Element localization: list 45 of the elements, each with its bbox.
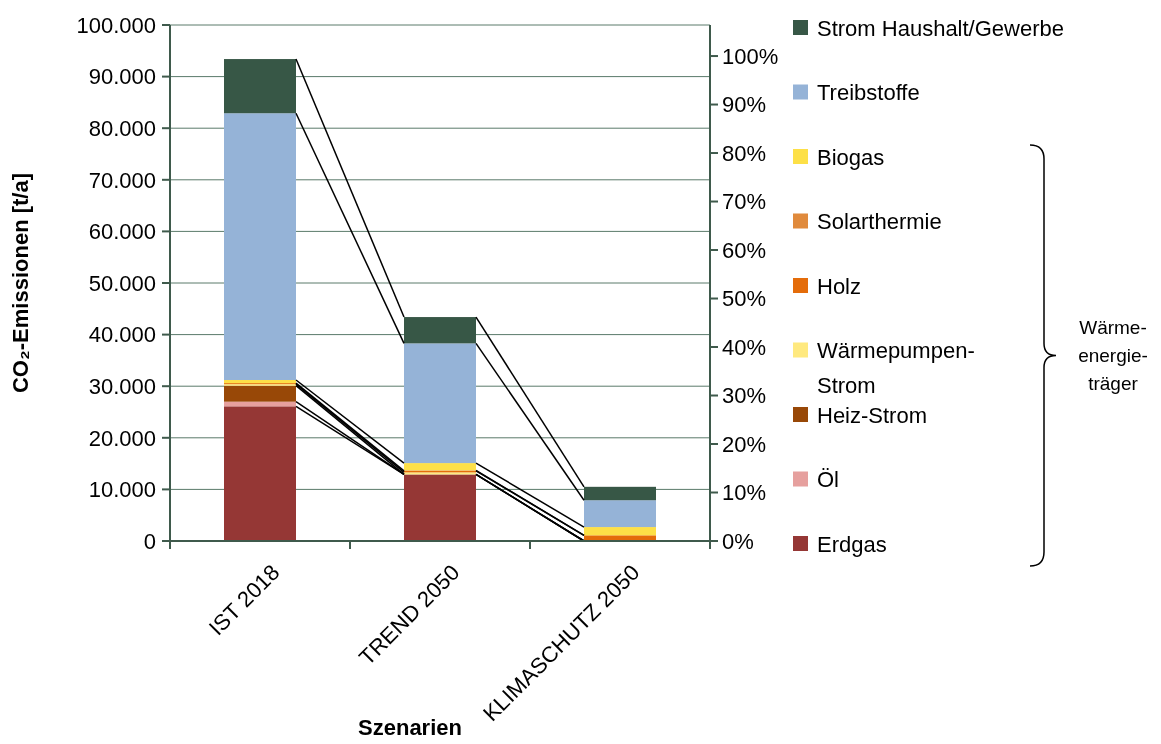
legend-label: Öl bbox=[817, 467, 839, 493]
legend-label: Erdgas bbox=[817, 531, 887, 557]
legend-label: Wärmepumpen-Strom bbox=[817, 338, 975, 399]
bar bbox=[584, 486, 656, 501]
y2-tick-label: 10% bbox=[722, 480, 767, 506]
y2-tick-label: 60% bbox=[722, 237, 767, 263]
y-tick-label: 10.000 bbox=[88, 477, 156, 503]
legend-label: Strom Haushalt/Gewerbe bbox=[817, 15, 1064, 41]
y2-tick-label: 20% bbox=[722, 431, 767, 457]
y-tick-label: 50.000 bbox=[88, 270, 156, 296]
y-tick-label: 30.000 bbox=[88, 373, 156, 399]
y2-tick-label: 40% bbox=[722, 334, 767, 360]
y2-tick-label: 70% bbox=[722, 189, 767, 215]
y2-tick-label: 30% bbox=[722, 383, 767, 409]
y2-tick-label: 50% bbox=[722, 286, 767, 312]
y-tick-label: 80.000 bbox=[88, 115, 156, 141]
bar bbox=[224, 406, 296, 541]
y2-tick-label: 80% bbox=[722, 140, 767, 166]
legend-label: Treibstoffe bbox=[817, 80, 920, 106]
y-tick-label: 60.000 bbox=[88, 219, 156, 245]
y-tick-label: 40.000 bbox=[88, 322, 156, 348]
bar bbox=[584, 500, 656, 528]
y-axis-title: CO₂-Emissionen [t/a] bbox=[8, 172, 33, 394]
bar bbox=[404, 463, 476, 471]
y2-tick-label: 0% bbox=[722, 528, 754, 554]
bar bbox=[404, 317, 476, 344]
bar bbox=[224, 59, 296, 114]
legend-label: Solarthermie bbox=[817, 209, 942, 235]
y-tick-label: 90.000 bbox=[88, 64, 156, 90]
legend-label: Biogas bbox=[817, 144, 885, 170]
bar bbox=[404, 474, 476, 541]
y-tick-label: 70.000 bbox=[88, 167, 156, 193]
bar bbox=[584, 527, 656, 536]
bar bbox=[404, 343, 476, 464]
x-axis-title: Szenarien bbox=[358, 715, 462, 740]
legend-label: Holz bbox=[817, 273, 862, 299]
y-tick-label: 0 bbox=[143, 528, 156, 554]
text: Wärme-energie-träger bbox=[1078, 317, 1148, 395]
y-tick-label: 100.000 bbox=[76, 12, 156, 38]
bar bbox=[224, 385, 296, 402]
y2-tick-label: 90% bbox=[722, 92, 767, 118]
legend-label: Heiz-Strom bbox=[817, 402, 928, 428]
y-tick-label: 20.000 bbox=[88, 425, 156, 451]
y2-tick-label: 100% bbox=[722, 43, 779, 69]
bar bbox=[224, 113, 296, 381]
